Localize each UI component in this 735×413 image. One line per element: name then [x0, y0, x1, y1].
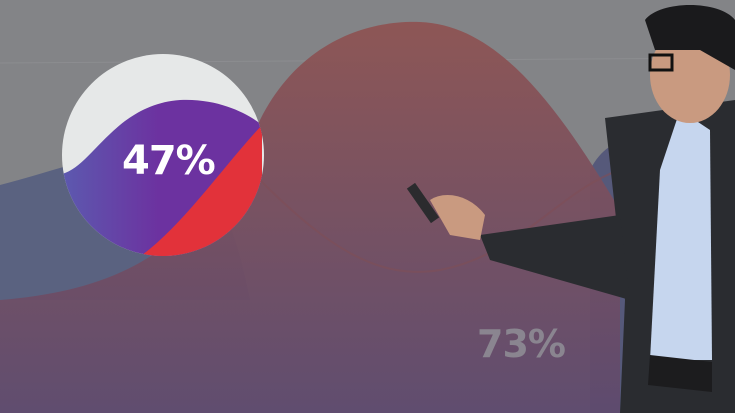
mountain-valley-ridge	[259, 169, 621, 273]
presenter	[406, 5, 735, 413]
red-mountain	[0, 21, 620, 413]
chart-percentage-label: 73%	[477, 322, 566, 366]
pie-chart	[62, 54, 264, 256]
pie-percentage-label: 47%	[122, 138, 216, 184]
